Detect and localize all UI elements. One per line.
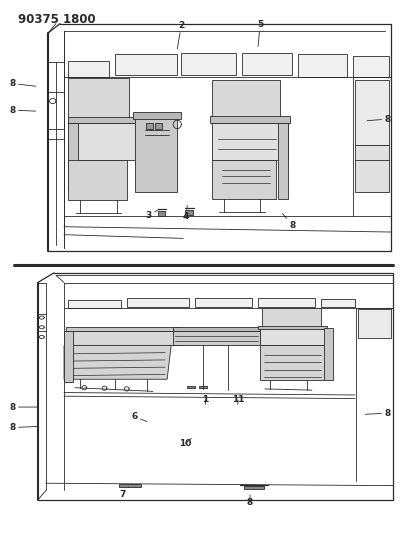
Text: 90375 1800: 90375 1800 (18, 13, 95, 26)
Polygon shape (68, 123, 137, 160)
Polygon shape (353, 56, 389, 77)
Polygon shape (244, 486, 264, 489)
Polygon shape (146, 123, 153, 128)
Polygon shape (68, 78, 129, 123)
Text: 8: 8 (367, 115, 391, 124)
Text: 7: 7 (120, 487, 129, 499)
Polygon shape (321, 298, 355, 307)
Text: 6: 6 (131, 412, 147, 422)
Polygon shape (68, 160, 127, 200)
Polygon shape (68, 123, 78, 190)
Polygon shape (173, 327, 260, 332)
Polygon shape (127, 297, 189, 307)
Text: 8: 8 (10, 402, 38, 411)
Polygon shape (195, 297, 252, 307)
Text: 8: 8 (10, 79, 36, 88)
Polygon shape (118, 484, 141, 487)
Polygon shape (185, 211, 193, 215)
Polygon shape (212, 80, 280, 123)
Polygon shape (181, 53, 236, 75)
Polygon shape (68, 300, 120, 308)
Polygon shape (260, 328, 325, 345)
Text: 8: 8 (10, 106, 36, 115)
Polygon shape (278, 123, 289, 199)
Polygon shape (258, 326, 327, 329)
Polygon shape (298, 54, 347, 77)
Text: 2: 2 (177, 21, 184, 49)
Text: 8: 8 (10, 423, 38, 432)
Text: 8: 8 (247, 495, 253, 506)
Polygon shape (242, 53, 292, 75)
Text: 8: 8 (365, 409, 391, 417)
Polygon shape (210, 116, 291, 123)
Polygon shape (68, 61, 109, 77)
Polygon shape (64, 331, 73, 382)
Text: 3: 3 (146, 209, 159, 220)
Polygon shape (355, 144, 389, 192)
Polygon shape (262, 308, 321, 328)
Polygon shape (199, 386, 207, 389)
Polygon shape (115, 54, 177, 75)
Polygon shape (64, 345, 171, 379)
Text: 10: 10 (179, 439, 192, 448)
Polygon shape (260, 345, 325, 381)
Polygon shape (68, 117, 139, 123)
Polygon shape (258, 297, 315, 307)
Polygon shape (355, 80, 389, 144)
Polygon shape (212, 160, 276, 199)
Polygon shape (187, 386, 195, 389)
Text: 11: 11 (232, 395, 244, 405)
Polygon shape (212, 123, 289, 160)
Polygon shape (133, 112, 181, 119)
Polygon shape (324, 328, 333, 381)
Polygon shape (358, 309, 392, 338)
Polygon shape (66, 327, 181, 331)
Polygon shape (158, 212, 165, 216)
Polygon shape (135, 118, 177, 192)
Polygon shape (64, 331, 183, 345)
Text: 8: 8 (282, 214, 295, 230)
Text: 4: 4 (182, 206, 188, 221)
Text: 1: 1 (202, 395, 209, 405)
Polygon shape (155, 123, 162, 128)
Polygon shape (173, 331, 260, 345)
Text: 5: 5 (257, 20, 263, 46)
